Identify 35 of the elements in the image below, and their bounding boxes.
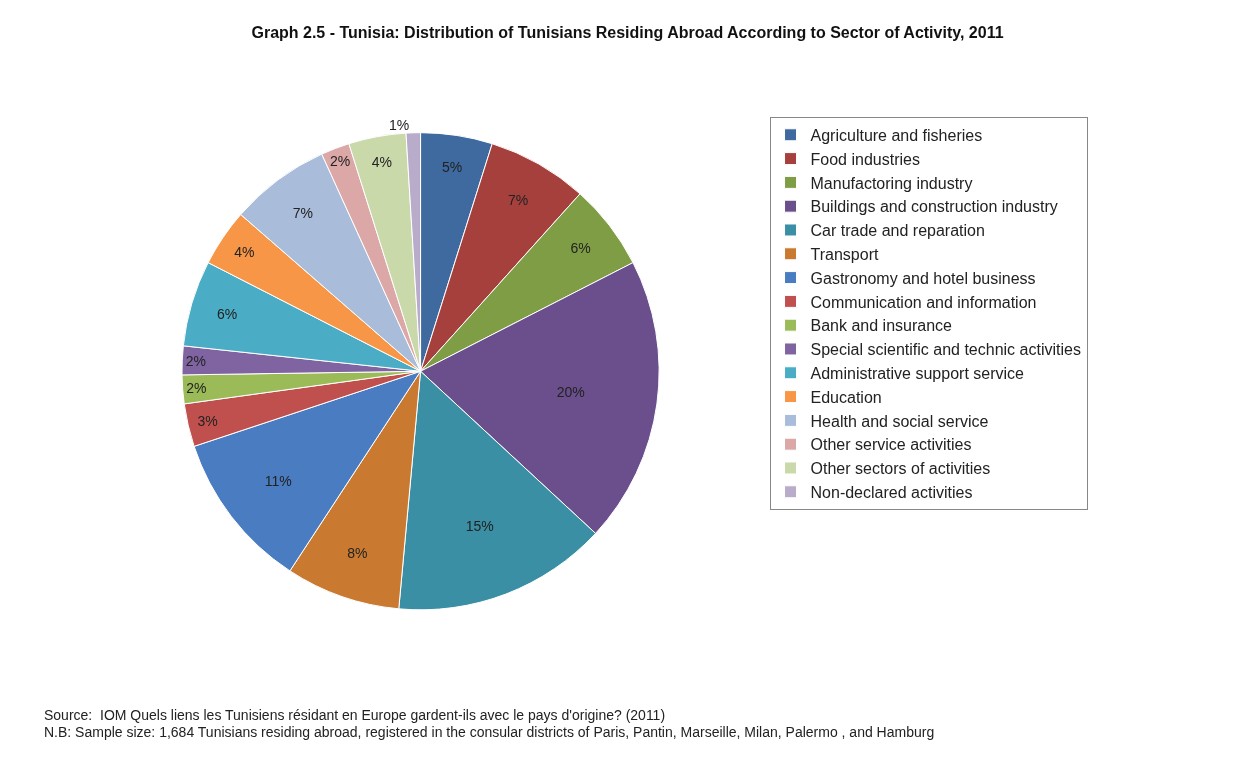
data-label: 7% [292,205,314,222]
source-note: Source: IOM Quels liens les Tunisiens résidant en Europe gardent-ils avec le pays d'origine? (2011) [44,707,666,723]
legend-label: Agriculture and fisheries [810,127,983,145]
legend-label: Buildings and construction industry [810,198,1058,216]
legend-label: Other service activities [810,436,972,454]
data-label: 6% [217,305,238,322]
data-label: 8% [347,544,368,561]
data-label: 3% [197,412,218,429]
data-label: 11% [264,472,292,489]
legend-label: Transport [810,246,879,264]
legend-label: Health and social service [810,412,989,430]
legend-label: Car trade and reparation [810,222,985,240]
data-label: 5% [441,158,463,175]
chart-title: Graph 2.5 - Tunisia: Distribution of Tunisians Residing Abroad According to Sector of Activity, 2011 [251,24,1004,42]
legend-label: Food industries [810,150,920,168]
data-label: 4% [371,154,392,171]
legend-label: Communication and information [810,293,1037,311]
legend-label: Manufactoring industry [810,174,973,192]
data-label: 15% [465,517,494,534]
legend-label: Education [810,388,882,406]
data-label: 2% [186,380,207,397]
data-label: 4% [234,244,255,261]
data-label: 7% [508,192,529,209]
legend-label: Bank and insurance [810,317,953,335]
legend-label: Gastronomy and hotel business [810,269,1036,287]
legend-label: Special scientific and technic activities [810,341,1081,359]
data-label: 1% [389,116,410,133]
text: N.B: Sample size: 1,684 Tunisians residing abroad, registered in the consular districts of Paris, Pantin, Marseille, Milan, Palermo , and Hamburg [44,724,935,740]
legend-label: Non-declared activities [810,484,973,502]
data-label: 2% [185,352,207,369]
legend-label: Other sectors of activities [810,460,991,478]
data-label: 6% [570,240,591,257]
legend-label: Administrative support service [810,365,1025,383]
data-label: 2% [329,153,351,170]
data-label: 20% [556,384,585,401]
